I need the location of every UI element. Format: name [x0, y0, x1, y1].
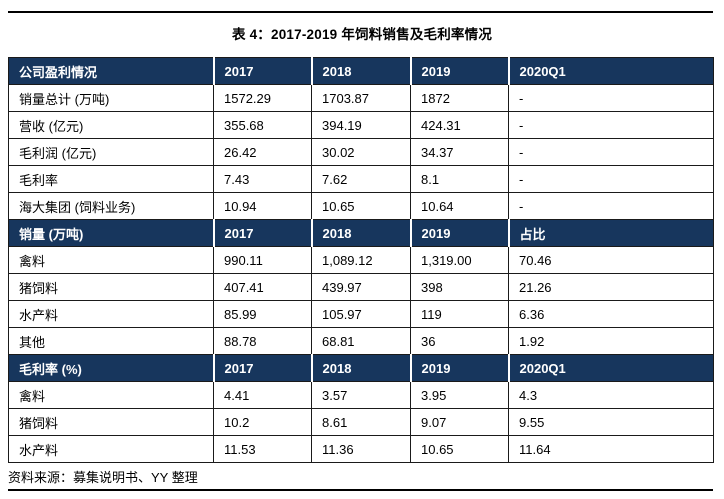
table-section-header-row: 毛利率 (%) 2017 2018 2019 2020Q1	[8, 354, 714, 382]
table-row: 毛利率 7.43 7.62 8.1-	[8, 165, 714, 193]
data-cell: -	[508, 165, 714, 193]
data-cell: 105.97	[311, 300, 411, 328]
data-cell: 439.97	[311, 273, 411, 301]
data-cell: 1872	[410, 84, 509, 112]
data-cell: 3.95	[410, 381, 509, 409]
data-cell: 424.31	[410, 111, 509, 139]
top-divider	[8, 11, 713, 13]
data-cell: -	[508, 84, 714, 112]
section-title-cell: 销量 (万吨)	[8, 219, 214, 247]
table-row: 禽料 990.11 1,089.12 1,319.00 70.46	[8, 246, 714, 274]
data-cell: 34.37	[410, 138, 509, 166]
row-label-cell: 禽料	[8, 246, 214, 274]
section-title-cell: 公司盈利情况	[8, 57, 214, 85]
column-header-cell: 2017	[212, 57, 312, 85]
data-cell: 6.36	[508, 300, 714, 328]
table-row: 毛利润 (亿元) 26.42 30.02 34.37-	[8, 138, 714, 166]
data-cell: 10.65	[410, 435, 509, 463]
data-cell: 21.26	[508, 273, 714, 301]
data-cell: 398	[410, 273, 509, 301]
data-cell: 355.68	[213, 111, 312, 139]
table-section-header-row: 销量 (万吨) 2017 2018 2019 占比	[8, 219, 714, 247]
row-label-cell: 其他	[8, 327, 214, 355]
column-header-cell: 2020Q1	[507, 354, 714, 382]
data-cell: 8.1	[410, 165, 509, 193]
table-row: 销量总计 (万吨) 1572.29 1703.87 1872-	[8, 84, 714, 112]
data-cell: 4.41	[213, 381, 312, 409]
row-label-cell: 营收 (亿元)	[8, 111, 214, 139]
row-label-cell: 毛利润 (亿元)	[8, 138, 214, 166]
table-row: 禽料 4.41 3.57 3.95 4.3	[8, 381, 714, 409]
table-section-header-row: 公司盈利情况 2017 2018 2019 2020Q1	[8, 57, 714, 85]
data-cell: -	[508, 111, 714, 139]
row-label-cell: 销量总计 (万吨)	[8, 84, 214, 112]
data-cell: 10.64	[410, 192, 509, 220]
data-cell: 68.81	[311, 327, 411, 355]
table-row: 海大集团 (饲料业务) 10.94 10.65 10.64-	[8, 192, 714, 220]
data-cell: 407.41	[213, 273, 312, 301]
table-row: 猪饲料 407.41 439.97 398 21.26	[8, 273, 714, 301]
column-header-cell: 2018	[310, 57, 411, 85]
column-header-cell: 2019	[409, 57, 509, 85]
section-title-cell: 毛利率 (%)	[8, 354, 214, 382]
feed-sales-table: 公司盈利情况 2017 2018 2019 2020Q1 销量总计 (万吨) 1572.29…	[8, 57, 714, 463]
bottom-divider	[8, 489, 713, 491]
data-cell: 3.57	[311, 381, 411, 409]
data-cell: 30.02	[311, 138, 411, 166]
data-cell: -	[508, 192, 714, 220]
column-header-cell: 2018	[310, 219, 411, 247]
data-cell: 394.19	[311, 111, 411, 139]
data-cell: 10.2	[213, 408, 312, 436]
data-cell: 11.36	[311, 435, 411, 463]
data-cell: 8.61	[311, 408, 411, 436]
row-label-cell: 猪饲料	[8, 273, 214, 301]
data-cell: 7.62	[311, 165, 411, 193]
column-header-cell: 2019	[409, 354, 509, 382]
data-cell: 70.46	[508, 246, 714, 274]
row-label-cell: 海大集团 (饲料业务)	[8, 192, 214, 220]
column-header-cell: 2018	[310, 354, 411, 382]
data-cell: 7.43	[213, 165, 312, 193]
table-row: 水产料 11.53 11.36 10.65 11.64	[8, 435, 714, 463]
data-cell: 88.78	[213, 327, 312, 355]
column-header-cell: 2020Q1	[507, 57, 714, 85]
column-header-cell: 占比	[507, 219, 714, 247]
data-cell: 119	[410, 300, 509, 328]
row-label-cell: 水产料	[8, 300, 214, 328]
table-row: 营收 (亿元) 355.68 394.19 424.31-	[8, 111, 714, 139]
data-cell: 9.07	[410, 408, 509, 436]
data-cell: 9.55	[508, 408, 714, 436]
column-header-cell: 2017	[212, 219, 312, 247]
source-note: 资料来源：募集说明书、YY 整理	[8, 470, 198, 485]
table-row: 水产料 85.99 105.97 119 6.36	[8, 300, 714, 328]
data-cell: -	[508, 138, 714, 166]
data-cell: 11.64	[508, 435, 714, 463]
data-cell: 85.99	[213, 300, 312, 328]
column-header-cell: 2019	[409, 219, 509, 247]
data-cell: 1,089.12	[311, 246, 411, 274]
data-cell: 10.65	[311, 192, 411, 220]
data-cell: 1572.29	[213, 84, 312, 112]
data-cell: 1703.87	[311, 84, 411, 112]
data-cell: 36	[410, 327, 509, 355]
data-cell: 10.94	[213, 192, 312, 220]
row-label-cell: 猪饲料	[8, 408, 214, 436]
table-row: 猪饲料 10.2 8.61 9.07 9.55	[8, 408, 714, 436]
data-cell: 4.3	[508, 381, 714, 409]
table-title: 表 4：2017-2019 年饲料销售及毛利率情况	[231, 27, 493, 42]
data-cell: 1.92	[508, 327, 714, 355]
data-cell: 11.53	[213, 435, 312, 463]
row-label-cell: 水产料	[8, 435, 214, 463]
row-label-cell: 毛利率	[8, 165, 214, 193]
feed-sales-table-body: 公司盈利情况 2017 2018 2019 2020Q1 销量总计 (万吨) 1572.29…	[8, 57, 714, 463]
row-label-cell: 禽料	[8, 381, 214, 409]
data-cell: 1,319.00	[410, 246, 509, 274]
data-cell: 26.42	[213, 138, 312, 166]
data-cell: 990.11	[213, 246, 312, 274]
column-header-cell: 2017	[212, 354, 312, 382]
table-row: 其他 88.78 68.81 36 1.92	[8, 327, 714, 355]
